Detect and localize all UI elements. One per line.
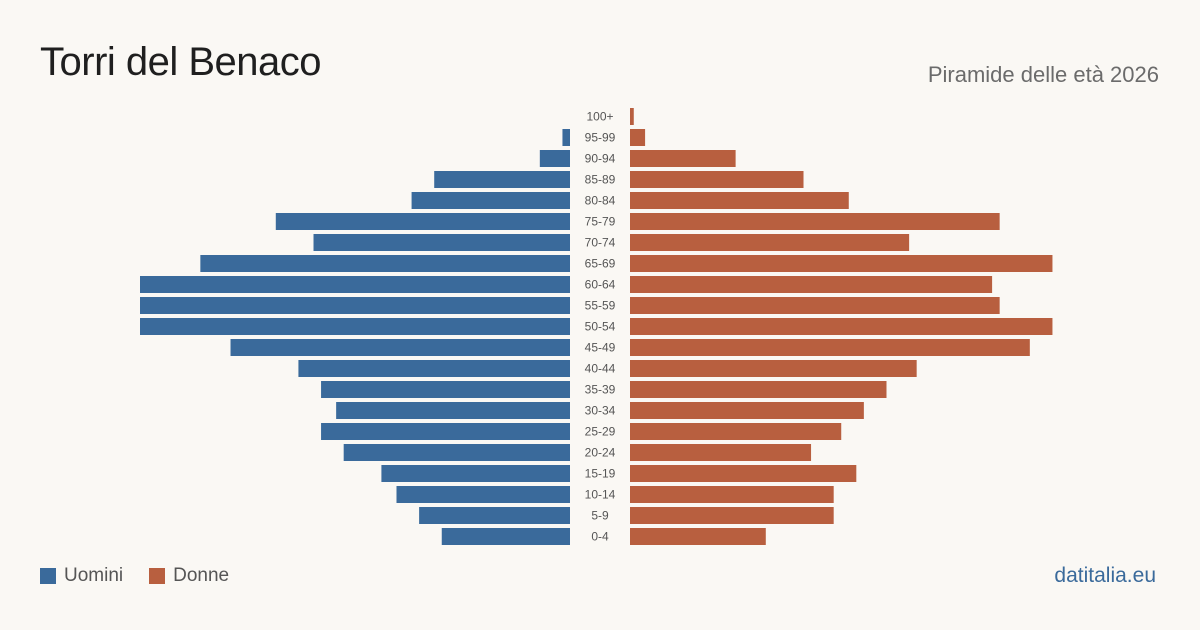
age-label-60-64: 60-64 bbox=[585, 278, 616, 292]
legend-item-women: Donne bbox=[149, 565, 229, 587]
bar-women-80-84 bbox=[630, 192, 849, 209]
bar-women-20-24 bbox=[630, 444, 812, 461]
age-label-90-94: 90-94 bbox=[585, 152, 616, 166]
bar-men-70-74 bbox=[313, 234, 570, 251]
bar-men-65-69 bbox=[200, 255, 570, 272]
bar-men-50-54 bbox=[140, 318, 570, 335]
age-label-45-49: 45-49 bbox=[585, 341, 616, 355]
bar-women-35-39 bbox=[630, 381, 887, 398]
age-label-25-29: 25-29 bbox=[585, 425, 616, 439]
age-label-100+: 100+ bbox=[586, 110, 613, 124]
chart-subtitle: Piramide delle età 2026 bbox=[927, 62, 1159, 87]
bar-women-85-89 bbox=[630, 171, 804, 188]
age-label-0-4: 0-4 bbox=[591, 530, 609, 544]
age-label-95-99: 95-99 bbox=[585, 131, 616, 145]
bar-women-45-49 bbox=[630, 339, 1030, 356]
bar-women-95-99 bbox=[630, 129, 646, 146]
age-label-65-69: 65-69 bbox=[585, 257, 616, 271]
bar-women-40-44 bbox=[630, 360, 917, 377]
legend-label-women: Donne bbox=[173, 565, 230, 586]
bar-women-30-34 bbox=[630, 402, 864, 419]
age-label-85-89: 85-89 bbox=[585, 173, 616, 187]
age-label-40-44: 40-44 bbox=[585, 362, 616, 376]
legend-label-men: Uomini bbox=[64, 565, 124, 586]
age-label-55-59: 55-59 bbox=[585, 299, 616, 313]
bar-women-55-59 bbox=[630, 297, 1000, 314]
bar-men-35-39 bbox=[321, 381, 570, 398]
bar-men-25-29 bbox=[321, 423, 570, 440]
age-label-10-14: 10-14 bbox=[585, 488, 616, 502]
age-label-50-54: 50-54 bbox=[585, 320, 616, 334]
bar-men-85-89 bbox=[434, 171, 570, 188]
bar-women-100+ bbox=[630, 108, 634, 125]
legend: Uomini Donne bbox=[40, 565, 255, 587]
bar-men-5-9 bbox=[419, 507, 570, 524]
legend-swatch-men bbox=[40, 568, 56, 584]
bar-men-15-19 bbox=[381, 465, 570, 482]
bar-women-75-79 bbox=[630, 213, 1000, 230]
age-label-35-39: 35-39 bbox=[585, 383, 616, 397]
bar-women-5-9 bbox=[630, 507, 834, 524]
brand-link[interactable]: datitalia.eu bbox=[1054, 564, 1156, 587]
bar-men-20-24 bbox=[343, 444, 570, 461]
bar-men-95-99 bbox=[562, 129, 570, 146]
bar-women-25-29 bbox=[630, 423, 842, 440]
bar-men-40-44 bbox=[298, 360, 570, 377]
bar-men-75-79 bbox=[275, 213, 570, 230]
bar-men-0-4 bbox=[441, 528, 570, 545]
age-label-80-84: 80-84 bbox=[585, 194, 616, 208]
bar-men-80-84 bbox=[411, 192, 570, 209]
bar-men-30-34 bbox=[336, 402, 570, 419]
bar-women-50-54 bbox=[630, 318, 1053, 335]
chart-title: Torri del Benaco bbox=[40, 40, 322, 84]
bar-women-65-69 bbox=[630, 255, 1053, 272]
bar-men-55-59 bbox=[140, 297, 570, 314]
bar-men-60-64 bbox=[140, 276, 570, 293]
legend-swatch-women bbox=[149, 568, 166, 584]
bar-women-10-14 bbox=[630, 486, 834, 503]
age-label-15-19: 15-19 bbox=[585, 467, 616, 481]
bar-women-90-94 bbox=[630, 150, 736, 167]
bar-women-0-4 bbox=[630, 528, 766, 545]
bar-women-15-19 bbox=[630, 465, 857, 482]
age-label-5-9: 5-9 bbox=[591, 509, 609, 523]
legend-item-men: Uomini bbox=[40, 565, 123, 587]
bar-men-45-49 bbox=[230, 339, 571, 356]
age-label-70-74: 70-74 bbox=[585, 236, 616, 250]
bar-women-60-64 bbox=[630, 276, 993, 293]
bar-men-90-94 bbox=[539, 150, 570, 167]
age-label-75-79: 75-79 bbox=[585, 215, 616, 229]
age-label-20-24: 20-24 bbox=[585, 446, 616, 460]
bar-women-70-74 bbox=[630, 234, 910, 251]
bar-men-10-14 bbox=[396, 486, 570, 503]
age-label-30-34: 30-34 bbox=[585, 404, 616, 418]
